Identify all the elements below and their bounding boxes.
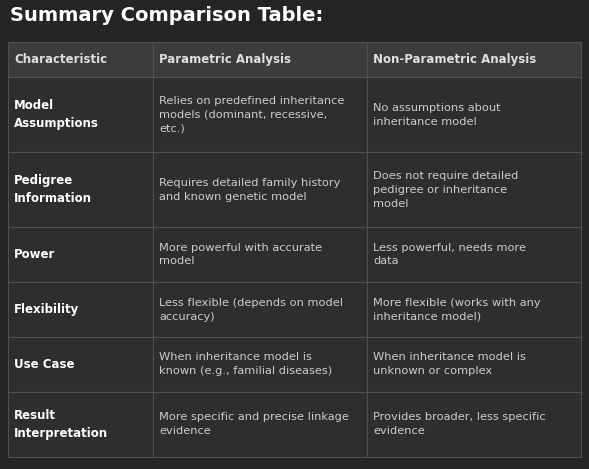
Text: Provides broader, less specific
evidence: Provides broader, less specific evidence <box>373 413 545 437</box>
Text: Flexibility: Flexibility <box>14 303 80 316</box>
Bar <box>8 282 153 337</box>
Text: Parametric Analysis: Parametric Analysis <box>159 53 291 66</box>
Bar <box>367 152 581 227</box>
Bar <box>367 282 581 337</box>
Text: More specific and precise linkage
evidence: More specific and precise linkage eviden… <box>159 413 349 437</box>
Bar <box>153 282 367 337</box>
Text: Use Case: Use Case <box>14 358 74 371</box>
Bar <box>367 77 581 152</box>
Bar <box>153 152 367 227</box>
Bar <box>8 227 153 282</box>
Bar <box>8 42 153 77</box>
Bar <box>367 337 581 392</box>
Text: Power: Power <box>14 248 55 261</box>
Text: Less powerful, needs more
data: Less powerful, needs more data <box>373 242 526 266</box>
Bar <box>153 42 367 77</box>
Text: When inheritance model is
known (e.g., familial diseases): When inheritance model is known (e.g., f… <box>159 353 332 377</box>
Bar <box>153 77 367 152</box>
Bar <box>8 337 153 392</box>
Text: Relies on predefined inheritance
models (dominant, recessive,
etc.): Relies on predefined inheritance models … <box>159 96 345 134</box>
Text: Result
Interpretation: Result Interpretation <box>14 409 108 440</box>
Bar <box>367 42 581 77</box>
Bar <box>367 392 581 457</box>
Text: Does not require detailed
pedigree or inheritance
model: Does not require detailed pedigree or in… <box>373 171 518 209</box>
Bar <box>153 227 367 282</box>
Text: More powerful with accurate
model: More powerful with accurate model <box>159 242 322 266</box>
Text: Summary Comparison Table:: Summary Comparison Table: <box>10 6 323 25</box>
Text: No assumptions about
inheritance model: No assumptions about inheritance model <box>373 103 501 127</box>
Text: When inheritance model is
unknown or complex: When inheritance model is unknown or com… <box>373 353 526 377</box>
Bar <box>8 77 153 152</box>
Text: Characteristic: Characteristic <box>14 53 107 66</box>
Text: Pedigree
Information: Pedigree Information <box>14 174 92 205</box>
Bar <box>8 392 153 457</box>
Text: More flexible (works with any
inheritance model): More flexible (works with any inheritanc… <box>373 297 541 322</box>
Bar <box>153 337 367 392</box>
Text: Model
Assumptions: Model Assumptions <box>14 99 99 130</box>
Bar <box>8 152 153 227</box>
Text: Requires detailed family history
and known genetic model: Requires detailed family history and kno… <box>159 177 340 202</box>
Bar <box>153 392 367 457</box>
Bar <box>367 227 581 282</box>
Text: Non-Parametric Analysis: Non-Parametric Analysis <box>373 53 536 66</box>
Text: Less flexible (depends on model
accuracy): Less flexible (depends on model accuracy… <box>159 297 343 322</box>
